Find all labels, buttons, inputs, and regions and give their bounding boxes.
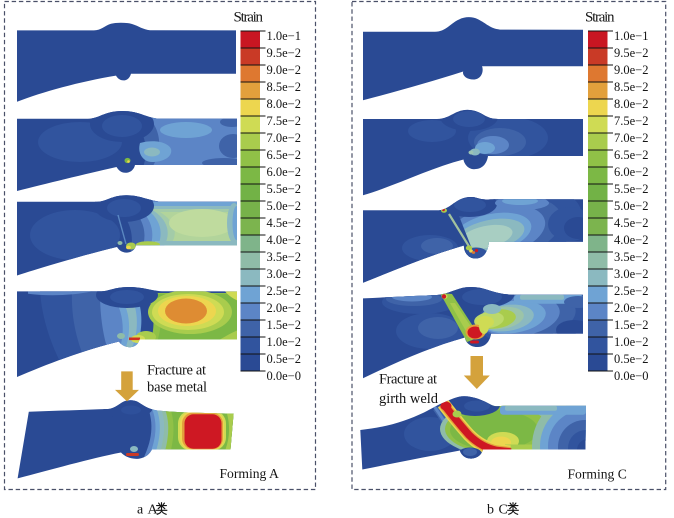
svg-text:base metal: base metal xyxy=(147,380,207,396)
svg-text:4.5e−2: 4.5e−2 xyxy=(267,216,301,230)
svg-text:C: C xyxy=(499,503,508,518)
svg-text:Fracture at: Fracture at xyxy=(379,372,437,388)
svg-text:1.5e−2: 1.5e−2 xyxy=(614,318,648,332)
svg-text:0.5e−2: 0.5e−2 xyxy=(267,352,301,366)
svg-text:0.0e−0: 0.0e−0 xyxy=(267,369,301,383)
svg-text:7.5e−2: 7.5e−2 xyxy=(267,114,301,128)
svg-text:5.5e−2: 5.5e−2 xyxy=(267,182,301,196)
svg-text:1.0e−2: 1.0e−2 xyxy=(614,335,648,349)
svg-text:Strain: Strain xyxy=(234,10,264,26)
svg-text:4.0e−2: 4.0e−2 xyxy=(614,233,648,247)
svg-text:Strain: Strain xyxy=(585,10,615,26)
svg-text:b: b xyxy=(487,503,494,518)
svg-text:3.0e−2: 3.0e−2 xyxy=(267,267,301,281)
svg-text:2.5e−2: 2.5e−2 xyxy=(267,284,301,298)
svg-text:6.0e−2: 6.0e−2 xyxy=(267,165,301,179)
svg-text:8.0e−2: 8.0e−2 xyxy=(267,97,301,111)
svg-text:Forming C: Forming C xyxy=(568,467,627,482)
svg-text:8.5e−2: 8.5e−2 xyxy=(614,80,648,94)
svg-text:1.0e−2: 1.0e−2 xyxy=(267,335,301,349)
svg-text:9.0e−2: 9.0e−2 xyxy=(267,63,301,77)
svg-text:2.0e−2: 2.0e−2 xyxy=(267,301,301,315)
svg-text:3.0e−2: 3.0e−2 xyxy=(614,267,648,281)
svg-text:8.0e−2: 8.0e−2 xyxy=(614,97,648,111)
svg-text:8.5e−2: 8.5e−2 xyxy=(267,80,301,94)
svg-text:2.0e−2: 2.0e−2 xyxy=(614,301,648,315)
svg-text:Fracture at: Fracture at xyxy=(147,363,206,379)
svg-text:1.5e−2: 1.5e−2 xyxy=(267,318,301,332)
svg-text:Forming A: Forming A xyxy=(220,466,279,481)
svg-text:6.0e−2: 6.0e−2 xyxy=(614,165,648,179)
svg-text:1.0e−1: 1.0e−1 xyxy=(614,29,648,43)
svg-text:0.5e−2: 0.5e−2 xyxy=(614,352,648,366)
svg-text:5.5e−2: 5.5e−2 xyxy=(614,182,648,196)
svg-text:7.0e−2: 7.0e−2 xyxy=(614,131,648,145)
svg-text:3.5e−2: 3.5e−2 xyxy=(267,250,301,264)
svg-text:4.5e−2: 4.5e−2 xyxy=(614,216,648,230)
svg-text:7.0e−2: 7.0e−2 xyxy=(267,131,301,145)
svg-text:9.5e−2: 9.5e−2 xyxy=(267,46,301,60)
svg-text:a: a xyxy=(137,503,144,518)
svg-text:0.0e−0: 0.0e−0 xyxy=(614,369,648,383)
svg-text:2.5e−2: 2.5e−2 xyxy=(614,284,648,298)
svg-text:5.0e−2: 5.0e−2 xyxy=(614,199,648,213)
svg-text:6.5e−2: 6.5e−2 xyxy=(614,148,648,162)
svg-text:3.5e−2: 3.5e−2 xyxy=(614,250,648,264)
svg-text:7.5e−2: 7.5e−2 xyxy=(614,114,648,128)
svg-text:6.5e−2: 6.5e−2 xyxy=(267,148,301,162)
svg-text:1.0e−1: 1.0e−1 xyxy=(267,29,301,43)
svg-text:A: A xyxy=(148,503,159,518)
svg-text:9.0e−2: 9.0e−2 xyxy=(614,63,648,77)
svg-text:5.0e−2: 5.0e−2 xyxy=(267,199,301,213)
svg-text:4.0e−2: 4.0e−2 xyxy=(267,233,301,247)
svg-text:9.5e−2: 9.5e−2 xyxy=(614,46,648,60)
svg-text:girth weld: girth weld xyxy=(379,391,439,407)
